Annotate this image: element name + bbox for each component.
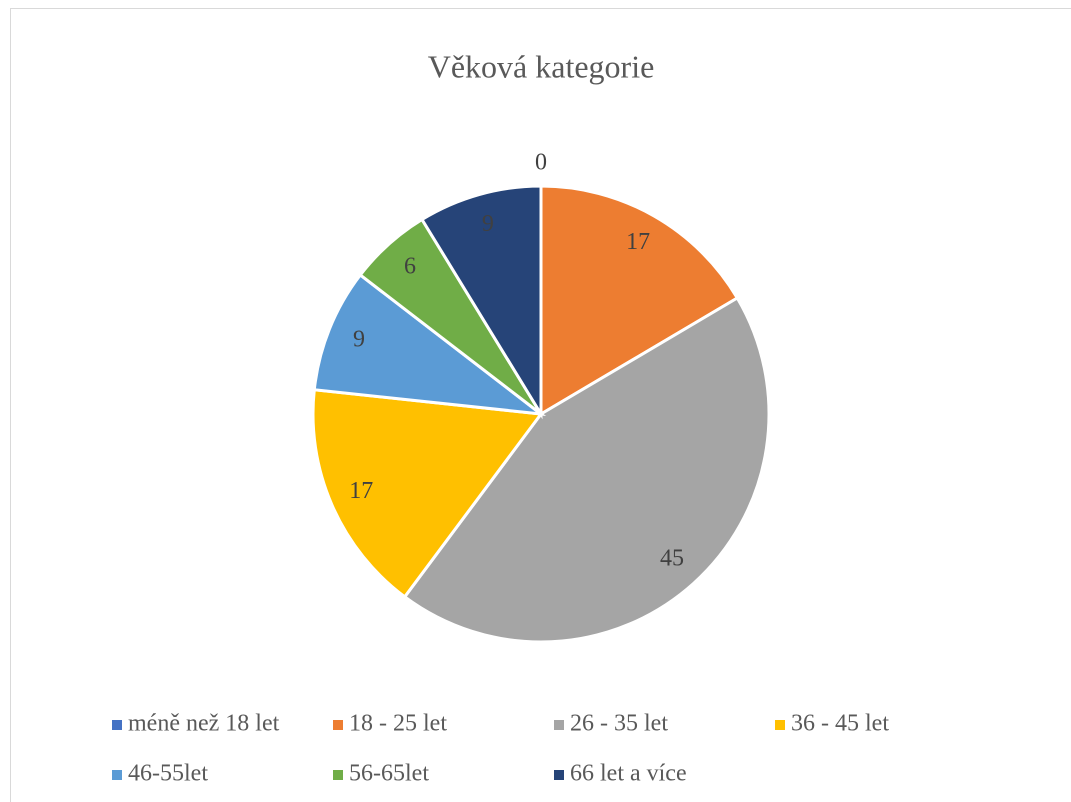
pie-slice [311, 388, 544, 599]
legend-label: méně než 18 let [128, 711, 280, 737]
data-label: 0 [535, 150, 547, 176]
data-label: 45 [660, 545, 684, 571]
legend-label: 66 let a více [570, 761, 687, 787]
legend-label: 26 - 35 let [570, 711, 668, 737]
pie-slice [402, 295, 771, 644]
legend-label: 46-55let [128, 761, 208, 787]
data-label: 6 [404, 254, 416, 280]
legend-marker [112, 720, 122, 730]
data-label: 17 [349, 478, 373, 504]
data-label: 17 [626, 229, 650, 255]
legend-label: 18 - 25 let [349, 711, 447, 737]
data-label: 9 [482, 211, 494, 237]
data-label: 9 [353, 327, 365, 353]
legend-marker [554, 720, 564, 730]
legend-marker [112, 770, 122, 780]
legend-marker [333, 720, 343, 730]
pie-slice [419, 184, 543, 420]
pie-slice [539, 184, 740, 417]
legend-marker [775, 720, 785, 730]
legend-marker [333, 770, 343, 780]
legend-marker [554, 770, 564, 780]
legend-label: 36 - 45 let [791, 711, 889, 737]
legend-label: 56-65let [349, 761, 429, 787]
pie-slice [312, 272, 547, 417]
chart-title: Věková kategorie [428, 48, 655, 84]
